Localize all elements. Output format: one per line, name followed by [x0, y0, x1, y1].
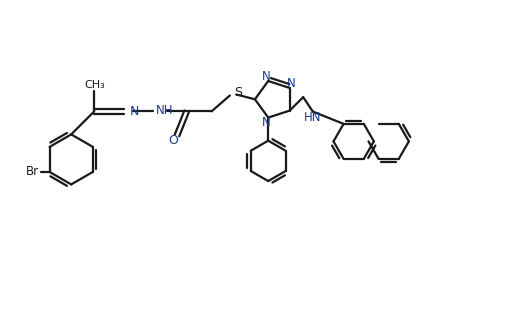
Text: N: N — [261, 116, 270, 129]
Text: O: O — [168, 134, 178, 147]
Text: S: S — [234, 86, 242, 99]
Text: Br: Br — [26, 165, 39, 178]
Text: CH₃: CH₃ — [84, 80, 105, 90]
Text: N: N — [287, 77, 295, 90]
Text: N: N — [262, 70, 270, 83]
Text: HN: HN — [304, 111, 321, 124]
Text: N: N — [129, 105, 138, 118]
Text: NH: NH — [156, 104, 174, 117]
